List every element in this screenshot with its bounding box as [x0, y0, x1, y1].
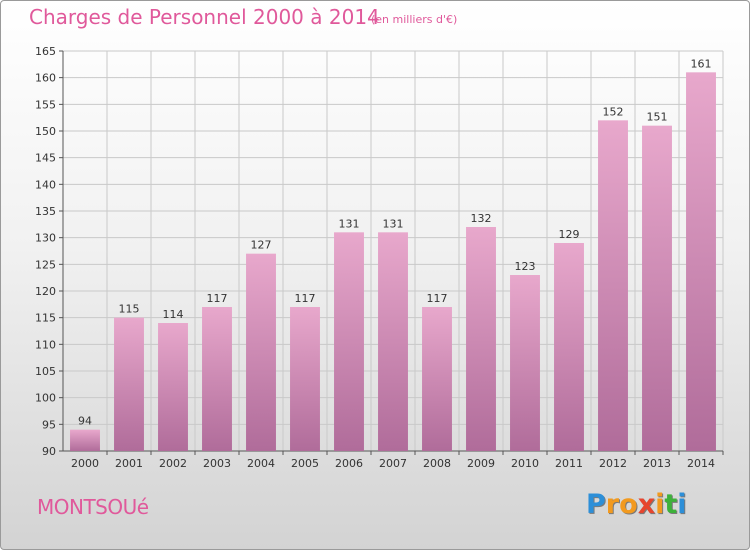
bar: [510, 275, 540, 451]
y-tick-label: 100: [35, 392, 56, 405]
logo-letter: i: [655, 489, 665, 520]
data-label: 161: [691, 57, 712, 70]
x-tick-label: 2012: [599, 457, 627, 470]
logo-letter: o: [619, 489, 638, 520]
y-tick-label: 165: [35, 45, 56, 58]
y-tick-label: 95: [42, 418, 56, 431]
location-name: MONTSOUé: [37, 495, 149, 519]
data-label: 123: [515, 260, 536, 273]
x-tick-label: 2008: [423, 457, 451, 470]
y-tick-label: 160: [35, 72, 56, 85]
bar: [598, 120, 628, 451]
y-tick-label: 155: [35, 98, 56, 111]
gridlines: [62, 50, 724, 452]
y-tick-label: 130: [35, 232, 56, 245]
y-tick-label: 120: [35, 285, 56, 298]
data-label: 131: [339, 217, 360, 230]
x-tick-label: 2011: [555, 457, 583, 470]
y-tick-label: 150: [35, 125, 56, 138]
logo-letter: r: [605, 489, 620, 520]
bar: [422, 307, 452, 451]
logo-letter: t: [664, 489, 678, 520]
y-tick-label: 145: [35, 152, 56, 165]
y-tick-label: 140: [35, 178, 56, 191]
bar: [378, 232, 408, 451]
y-tick-label: 105: [35, 365, 56, 378]
bar: [202, 307, 232, 451]
bar: [642, 125, 672, 452]
bar: [114, 317, 144, 451]
bar: [554, 243, 584, 451]
bar: [686, 72, 716, 451]
x-tick-label: 2001: [115, 457, 143, 470]
x-tick-label: 2010: [511, 457, 539, 470]
x-tick-label: 2000: [71, 457, 99, 470]
data-label: 131: [383, 217, 404, 230]
data-label: 114: [163, 308, 184, 321]
x-tick-label: 2005: [291, 457, 319, 470]
bar: [290, 307, 320, 451]
bars: [70, 72, 716, 452]
proxiti-logo: Proxiti: [586, 489, 687, 520]
x-tick-label: 2003: [203, 457, 231, 470]
y-tick-label: 135: [35, 205, 56, 218]
data-label: 132: [471, 212, 492, 225]
axes: 90 95 100 105 110 115 120 125 130 135 140 145 150 155…: [35, 45, 724, 470]
chart-title: Charges de Personnel 2000 à 2014: [29, 5, 380, 29]
logo-letter: x: [637, 489, 656, 520]
data-label: 152: [603, 105, 624, 118]
x-tick-label: 2014: [687, 457, 715, 470]
x-tick-label: 2007: [379, 457, 407, 470]
logo-letter: P: [586, 489, 606, 520]
data-label: 117: [207, 292, 228, 305]
bar: [70, 429, 100, 451]
data-label: 115: [119, 303, 140, 316]
data-label: 127: [251, 239, 272, 252]
logo-letter: i: [677, 489, 687, 520]
bar: [466, 227, 496, 451]
data-label: 151: [647, 111, 668, 124]
x-tick-label: 2009: [467, 457, 495, 470]
chart-subtitle: (en milliers d'€): [371, 13, 458, 26]
data-label: 94: [78, 415, 92, 428]
x-tick-label: 2013: [643, 457, 671, 470]
x-tick-label: 2004: [247, 457, 275, 470]
x-tick-label: 2006: [335, 457, 363, 470]
bar: [334, 232, 364, 451]
bar: [158, 323, 188, 451]
bar: [246, 253, 276, 451]
data-label: 117: [427, 292, 448, 305]
y-tick-label: 90: [42, 445, 56, 458]
data-label: 117: [295, 292, 316, 305]
x-tick-label: 2002: [159, 457, 187, 470]
y-tick-label: 110: [35, 338, 56, 351]
data-label: 129: [559, 228, 580, 241]
y-tick-label: 115: [35, 312, 56, 325]
data-labels: 94 115 114 117 127 117 131 131 117 132 123 129 152 15…: [78, 57, 712, 427]
y-tick-label: 125: [35, 258, 56, 271]
